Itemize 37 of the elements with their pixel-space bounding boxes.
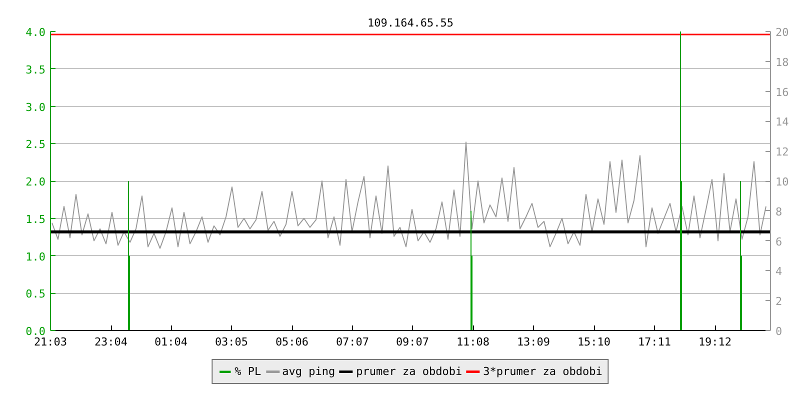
x-tick-label: 17:11	[638, 336, 672, 348]
y2-tick-label: 6	[776, 235, 782, 248]
x-tick-label: 11:08	[456, 336, 490, 348]
y2-tick-label: 10	[776, 176, 789, 188]
y2-tick-label: 18	[776, 56, 789, 69]
y2-tick-label: 12	[776, 146, 789, 159]
y2-tick-label: 0	[776, 325, 782, 338]
y2-tick-label: 2	[776, 295, 782, 308]
legend-label: % PL	[234, 365, 262, 378]
x-tick-label: 05:06	[275, 336, 309, 348]
x-tick-label: 19:12	[698, 336, 732, 348]
y2-tick-label: 20	[776, 26, 789, 39]
y2-tick-label: 4	[776, 265, 782, 278]
chart-title: 109.164.65.55	[367, 16, 454, 30]
x-tick-label: 23:04	[94, 336, 128, 348]
x-tick-label: 03:05	[214, 336, 248, 348]
x-tick-label: 13:09	[516, 336, 550, 348]
y-tick-label: 3.0	[26, 100, 46, 114]
y-tick-label: 2.5	[26, 138, 46, 152]
y-tick-label: 3.5	[26, 63, 46, 76]
y-tick-label: 4.0	[26, 26, 46, 39]
y-tick-label: 1.0	[26, 250, 46, 264]
y2-tick-label: 14	[776, 116, 790, 129]
y-tick-label: 2.0	[26, 176, 46, 188]
y-tick-label: 0.0	[26, 325, 46, 338]
y2-tick-label: 8	[776, 205, 782, 218]
x-tick-label: 07:07	[336, 336, 370, 348]
y-tick-label: 1.5	[26, 212, 46, 226]
legend-label: 3*prumer za obdobi	[483, 365, 602, 378]
x-tick-label: 09:07	[396, 336, 430, 348]
y2-tick-label: 16	[776, 86, 789, 99]
x-tick-label: 21:03	[34, 336, 68, 348]
legend-label: avg ping	[282, 365, 336, 378]
y-tick-label: 0.5	[26, 288, 46, 301]
x-tick-label: 15:10	[577, 336, 611, 348]
legend-label: prumer za obdobi	[356, 365, 462, 378]
x-tick-label: 01:04	[154, 336, 188, 348]
